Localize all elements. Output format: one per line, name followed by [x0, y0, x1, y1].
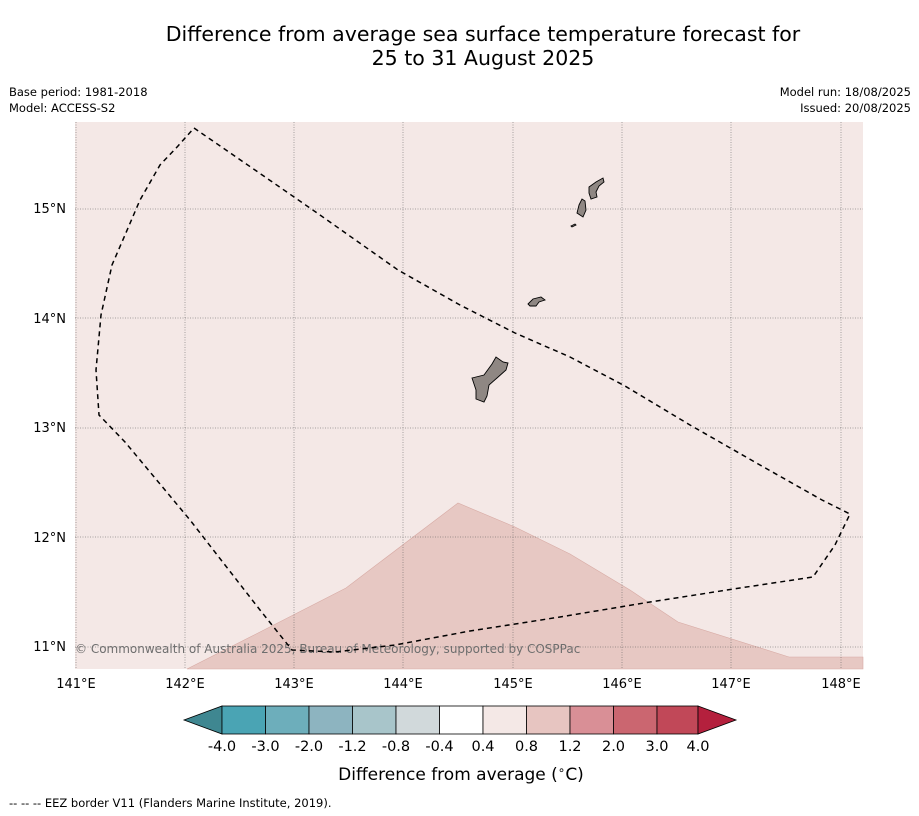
- lon-tick-141: 141°E: [56, 677, 96, 692]
- cb-label-1: -3.0: [251, 739, 279, 755]
- colorbar-segment-8: [526, 705, 571, 735]
- title-line-1: Difference from average sea surface temp…: [165, 22, 801, 46]
- colorbar-segment-9: [569, 705, 614, 735]
- colorbar-segment-3: [308, 705, 353, 735]
- warm-anomaly-region: [186, 502, 864, 670]
- model-name: Model: ACCESS-S2: [9, 101, 116, 115]
- island-saipan: [588, 177, 605, 200]
- colorbar-segment-5: [395, 705, 440, 735]
- colorbar: [182, 705, 738, 735]
- cb-label-7: 0.8: [515, 739, 538, 755]
- cb-label-0: -4.0: [208, 739, 236, 755]
- issued-date: Issued: 20/08/2025: [800, 101, 911, 115]
- base-period: Base period: 1981-2018: [9, 85, 148, 99]
- lat-tick-14: 14°N: [33, 312, 66, 327]
- cb-label-3: -1.2: [338, 739, 366, 755]
- lat-tick-13: 13°N: [33, 421, 66, 436]
- cb-label-11: 4.0: [686, 739, 709, 755]
- islands: [471, 177, 605, 403]
- colorbar-segment-10: [613, 705, 658, 735]
- map-title: Difference from average sea surface temp…: [0, 22, 919, 70]
- colorbar-high-extend: [697, 705, 738, 735]
- colorbar-label: Difference from average (∘C): [338, 763, 584, 785]
- cb-label-5: -0.4: [425, 739, 453, 755]
- title-line-2: 25 to 31 August 2025: [371, 46, 595, 70]
- island-rota: [527, 296, 546, 307]
- colorbar-low-extend: [182, 705, 223, 735]
- colorbar-tick-labels: -4.0 -3.0 -2.0 -1.2 -0.8 -0.4 0.4 0.8 1.…: [208, 739, 710, 755]
- island-tinian: [576, 198, 587, 218]
- colorbar-segment-1: [221, 705, 266, 735]
- model-run: Model run: 18/08/2025: [779, 85, 911, 99]
- island-guam: [471, 356, 509, 403]
- eez-border: [95, 127, 851, 653]
- cb-label-4: -0.8: [382, 739, 410, 755]
- lat-tick-12: 12°N: [33, 531, 66, 546]
- lon-tick-146: 146°E: [602, 677, 642, 692]
- lon-tick-147: 147°E: [711, 677, 751, 692]
- lat-tick-15: 15°N: [33, 202, 66, 217]
- cb-label-9: 2.0: [602, 739, 625, 755]
- meta-left: Base period: 1981-2018 Model: ACCESS-S2: [9, 84, 148, 116]
- lon-tick-145: 145°E: [493, 677, 533, 692]
- lon-tick-142: 142°E: [165, 677, 205, 692]
- lon-tick-143: 143°E: [274, 677, 314, 692]
- lon-tick-labels: 141°E 142°E 143°E 144°E 145°E 146°E 147°…: [56, 677, 861, 692]
- lon-tick-148: 148°E: [821, 677, 861, 692]
- cb-label-2: -2.0: [295, 739, 323, 755]
- cb-label-10: 3.0: [645, 739, 668, 755]
- island-aguijan: [570, 223, 577, 228]
- cb-label-6: 0.4: [471, 739, 494, 755]
- eez-legend-footnote: -- -- -- EEZ border V11 (Flanders Marine…: [9, 796, 332, 810]
- gridlines: [75, 122, 863, 669]
- colorbar-segment-11: [656, 705, 699, 735]
- lon-tick-144: 144°E: [383, 677, 423, 692]
- copyright-text: © Commonwealth of Australia 2025, Bureau…: [75, 642, 580, 656]
- colorbar-segment-7: [482, 705, 527, 735]
- lat-tick-11: 11°N: [33, 640, 66, 655]
- colorbar-segment-4: [352, 705, 397, 735]
- cb-label-8: 1.2: [558, 739, 581, 755]
- colorbar-segment-6: [439, 705, 484, 735]
- meta-right: Model run: 18/08/2025 Issued: 20/08/2025: [780, 84, 911, 116]
- lat-tick-labels: 15°N 14°N 13°N 12°N 11°N: [33, 202, 66, 655]
- colorbar-segment-2: [265, 705, 310, 735]
